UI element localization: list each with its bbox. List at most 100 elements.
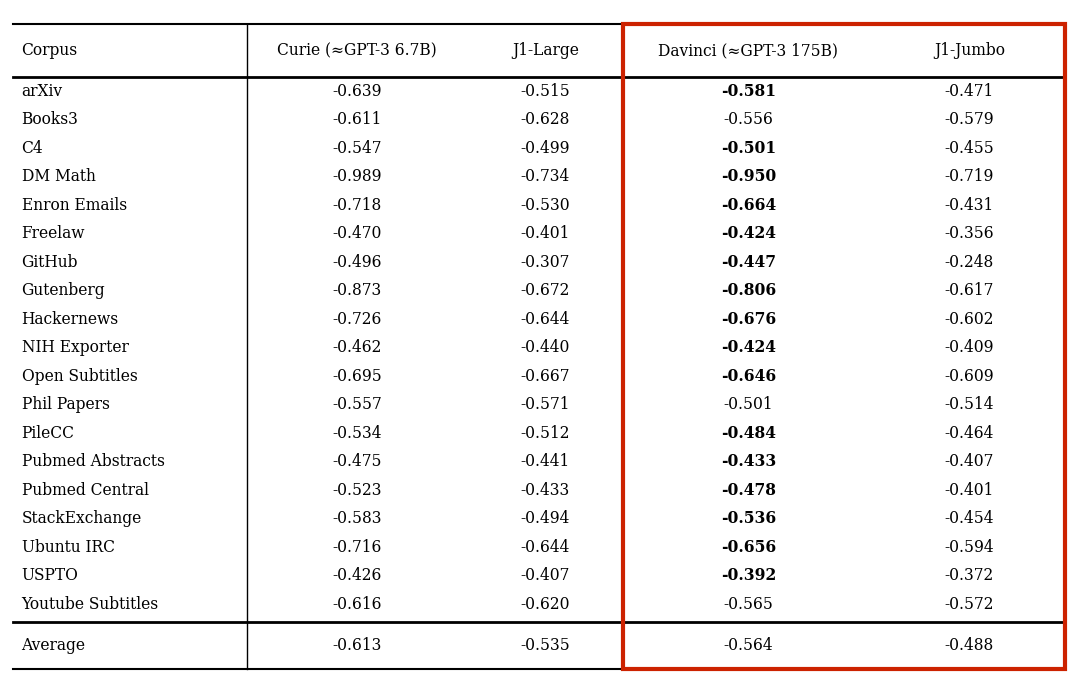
Text: Ubuntu IRC: Ubuntu IRC xyxy=(22,539,114,556)
Text: -0.617: -0.617 xyxy=(944,282,994,299)
Text: Davinci (≈GPT-3 175B): Davinci (≈GPT-3 175B) xyxy=(659,42,839,59)
Text: -0.639: -0.639 xyxy=(332,82,382,99)
Text: J1-Jumbo: J1-Jumbo xyxy=(934,42,1005,59)
Text: -0.535: -0.535 xyxy=(521,637,570,654)
Text: -0.547: -0.547 xyxy=(332,140,382,156)
Text: -0.583: -0.583 xyxy=(332,510,382,528)
Text: -0.356: -0.356 xyxy=(944,225,994,242)
Text: -0.611: -0.611 xyxy=(332,111,382,128)
Text: -0.989: -0.989 xyxy=(332,168,382,185)
Text: StackExchange: StackExchange xyxy=(22,510,142,528)
Text: NIH Exporter: NIH Exporter xyxy=(22,340,128,356)
Text: -0.646: -0.646 xyxy=(721,368,776,385)
Text: GitHub: GitHub xyxy=(22,254,78,271)
Text: Corpus: Corpus xyxy=(22,42,78,59)
Text: -0.431: -0.431 xyxy=(944,197,994,213)
Text: -0.501: -0.501 xyxy=(723,397,773,414)
Text: -0.602: -0.602 xyxy=(944,311,994,328)
Text: -0.440: -0.440 xyxy=(521,340,570,356)
Text: -0.672: -0.672 xyxy=(521,282,570,299)
Text: -0.501: -0.501 xyxy=(721,140,776,156)
Text: Books3: Books3 xyxy=(22,111,79,128)
Text: -0.372: -0.372 xyxy=(944,567,994,584)
Text: -0.950: -0.950 xyxy=(721,168,776,185)
Text: -0.656: -0.656 xyxy=(721,539,776,556)
Text: J1-Large: J1-Large xyxy=(512,42,579,59)
Text: -0.454: -0.454 xyxy=(944,510,994,528)
Text: -0.484: -0.484 xyxy=(721,425,776,442)
Text: -0.424: -0.424 xyxy=(721,340,776,356)
Text: -0.628: -0.628 xyxy=(521,111,570,128)
Text: Phil Papers: Phil Papers xyxy=(22,397,110,414)
Text: -0.734: -0.734 xyxy=(521,168,570,185)
Text: -0.433: -0.433 xyxy=(721,453,776,471)
Text: -0.726: -0.726 xyxy=(332,311,382,328)
Text: -0.564: -0.564 xyxy=(723,637,773,654)
Text: -0.488: -0.488 xyxy=(944,637,994,654)
Text: -0.512: -0.512 xyxy=(521,425,570,442)
Text: -0.462: -0.462 xyxy=(332,340,382,356)
Text: -0.579: -0.579 xyxy=(944,111,994,128)
Text: Pubmed Central: Pubmed Central xyxy=(22,482,149,499)
Text: -0.716: -0.716 xyxy=(332,539,382,556)
Text: -0.455: -0.455 xyxy=(944,140,994,156)
Text: -0.494: -0.494 xyxy=(521,510,570,528)
Text: -0.873: -0.873 xyxy=(332,282,382,299)
Text: -0.676: -0.676 xyxy=(721,311,776,328)
Text: -0.530: -0.530 xyxy=(521,197,570,213)
Text: Average: Average xyxy=(22,637,85,654)
Text: -0.496: -0.496 xyxy=(332,254,382,271)
Text: -0.581: -0.581 xyxy=(721,82,776,99)
Text: -0.565: -0.565 xyxy=(723,596,773,613)
Text: -0.806: -0.806 xyxy=(721,282,776,299)
Text: Open Subtitles: Open Subtitles xyxy=(22,368,137,385)
Text: -0.447: -0.447 xyxy=(721,254,776,271)
Text: -0.620: -0.620 xyxy=(521,596,570,613)
Text: -0.471: -0.471 xyxy=(944,82,994,99)
Text: -0.499: -0.499 xyxy=(521,140,570,156)
Text: -0.644: -0.644 xyxy=(521,539,570,556)
Text: -0.392: -0.392 xyxy=(721,567,776,584)
Text: -0.407: -0.407 xyxy=(521,567,570,584)
Text: -0.475: -0.475 xyxy=(332,453,382,471)
Text: -0.523: -0.523 xyxy=(332,482,382,499)
Text: -0.536: -0.536 xyxy=(721,510,776,528)
Text: Enron Emails: Enron Emails xyxy=(22,197,127,213)
Text: -0.572: -0.572 xyxy=(944,596,994,613)
Text: -0.534: -0.534 xyxy=(332,425,382,442)
Text: -0.571: -0.571 xyxy=(521,397,570,414)
Text: -0.594: -0.594 xyxy=(944,539,994,556)
Text: Gutenberg: Gutenberg xyxy=(22,282,106,299)
Text: arXiv: arXiv xyxy=(22,82,63,99)
Text: -0.307: -0.307 xyxy=(521,254,570,271)
Text: PileCC: PileCC xyxy=(22,425,74,442)
Text: -0.478: -0.478 xyxy=(721,482,776,499)
Text: -0.464: -0.464 xyxy=(944,425,994,442)
Text: -0.613: -0.613 xyxy=(332,637,382,654)
Text: -0.401: -0.401 xyxy=(944,482,994,499)
Text: Curie (≈GPT-3 6.7B): Curie (≈GPT-3 6.7B) xyxy=(277,42,437,59)
Text: -0.664: -0.664 xyxy=(721,197,776,213)
Text: Freelaw: Freelaw xyxy=(22,225,85,242)
Text: -0.407: -0.407 xyxy=(944,453,994,471)
Text: -0.424: -0.424 xyxy=(721,225,776,242)
Text: -0.719: -0.719 xyxy=(944,168,994,185)
Text: DM Math: DM Math xyxy=(22,168,96,185)
Text: -0.557: -0.557 xyxy=(332,397,382,414)
Text: Youtube Subtitles: Youtube Subtitles xyxy=(22,596,158,613)
Text: -0.248: -0.248 xyxy=(944,254,994,271)
Text: Pubmed Abstracts: Pubmed Abstracts xyxy=(22,453,165,471)
Text: -0.556: -0.556 xyxy=(723,111,773,128)
Text: -0.433: -0.433 xyxy=(521,482,570,499)
Text: -0.401: -0.401 xyxy=(521,225,570,242)
Text: -0.470: -0.470 xyxy=(332,225,382,242)
Text: -0.609: -0.609 xyxy=(944,368,994,385)
Text: -0.515: -0.515 xyxy=(521,82,570,99)
Text: -0.616: -0.616 xyxy=(332,596,382,613)
Text: -0.718: -0.718 xyxy=(332,197,382,213)
Text: -0.441: -0.441 xyxy=(521,453,570,471)
Text: -0.644: -0.644 xyxy=(521,311,570,328)
Text: -0.695: -0.695 xyxy=(332,368,382,385)
Bar xyxy=(623,24,1065,669)
Text: Hackernews: Hackernews xyxy=(22,311,119,328)
